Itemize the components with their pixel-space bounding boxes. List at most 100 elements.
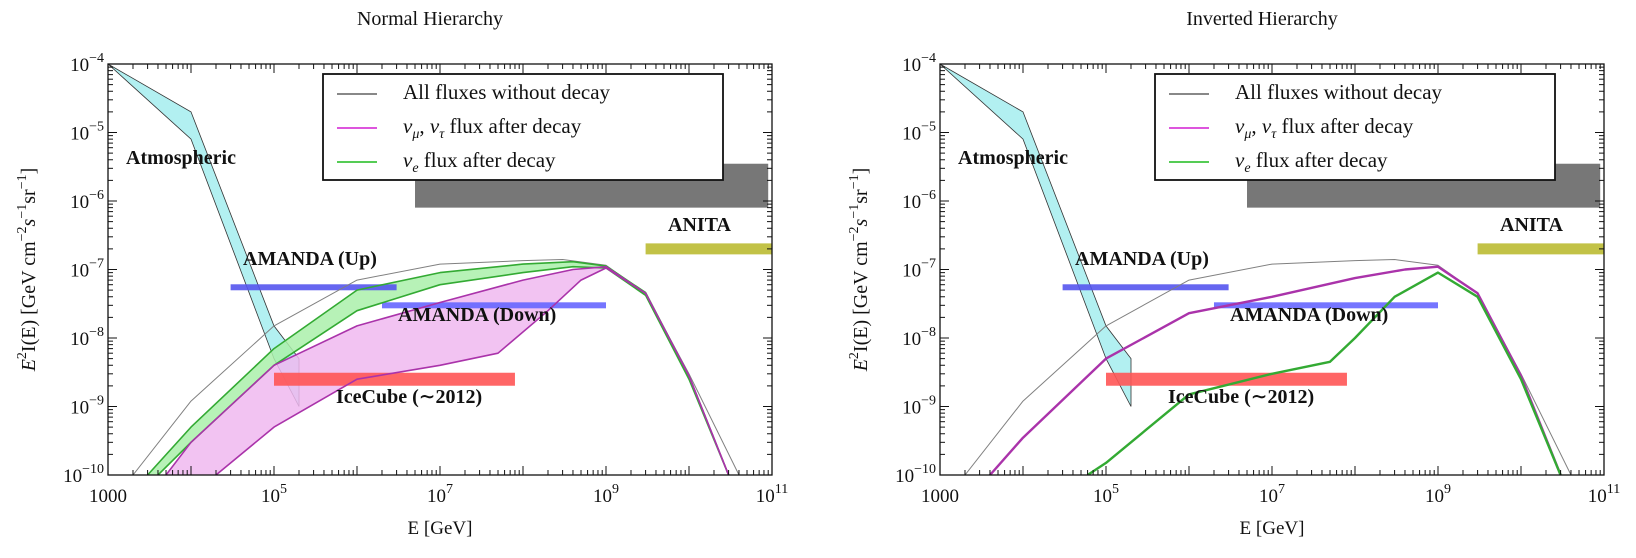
legend-entry-text: νe flux after decay [403,148,556,177]
legend-label-1: All fluxes without decay [1235,80,1443,104]
x-tick-label: 107 [427,482,453,507]
x-tick-label-base: 10 [593,486,612,507]
y-axis-label-part: −2 [847,226,862,241]
y-tick-label: 10−4 [902,51,936,76]
x-axis-label: E [GeV] [408,518,473,539]
y-tick-label-exp: −10 [914,462,936,477]
y-tick-label-exp: −9 [921,394,936,409]
y-tick-label-base: 10 [70,55,89,76]
y-axis-label: E2I(E) [GeV cm−2s−1sr−1] [15,168,40,373]
x-tick-label: 1011 [1588,482,1620,507]
x-tick-label-base: 10 [1588,486,1607,507]
limit-icecube-2012 [274,372,515,386]
y-tick-label-exp: −7 [921,257,936,272]
y-tick-label-base: 10 [70,192,89,213]
y-axis-label-part: ] [850,168,872,175]
y-axis-label-part: −1 [15,174,30,189]
x-tick-label-exp: 7 [1278,482,1285,497]
x-tick-label: 1011 [756,482,788,507]
label-icecube-2012: IceCube (∼2012) [1168,386,1314,408]
label-amanda-down: AMANDA (Down) [1230,304,1388,326]
y-tick-label-exp: −4 [89,51,104,66]
series-e-flux-after-decay [1086,271,1562,475]
legend-label-2: νμ, ντ flux after decay [1235,114,1413,142]
x-tick-label: 105 [261,482,287,507]
y-axis-label-part: I(E) [GeV cm [18,241,40,352]
x-tick-label: 105 [1093,482,1119,507]
y-axis-label-part: s [18,218,40,226]
label-anita: ANITA [1500,214,1564,236]
x-tick-label-base: 1000 [89,486,127,507]
y-axis-label-text: E2I(E) [GeV cm−2s−1sr−1] [15,168,40,373]
x-tick-label: 109 [593,482,619,507]
band-atmospheric [940,64,1132,407]
limit-icecube-2012 [1106,372,1347,386]
y-axis-label-part: 2 [847,352,862,359]
limit-amanda-down [1213,302,1438,309]
label-atmospheric: Atmospheric [126,147,236,169]
y-axis-label-part: sr [850,189,872,204]
y-tick-label: 10−10 [895,462,936,487]
legend-box [322,73,724,181]
legend-entry-text: All fluxes without decay [1235,80,1443,104]
chart-title: Normal Hierarchy [357,8,503,30]
label-atmospheric: Atmospheric [958,147,1068,169]
y-tick-label: 10−10 [63,462,104,487]
x-tick-label-base: 10 [1259,486,1278,507]
limit-anita [645,243,772,255]
y-axis-label: E2I(E) [GeV cm−2s−1sr−1] [847,168,872,373]
label-icecube-2012: IceCube (∼2012) [336,386,482,408]
label-amanda-up: AMANDA (Up) [243,248,377,270]
y-tick-label: 10−8 [70,325,104,350]
y-tick-label-base: 10 [902,192,921,213]
y-axis-label-part: E [850,359,872,372]
y-tick-label-exp: −9 [89,394,104,409]
y-axis-label-part: I(E) [GeV cm [850,241,872,352]
y-tick-label-base: 10 [70,261,89,282]
x-tick-label-exp: 9 [612,482,619,497]
y-tick-label: 10−9 [902,394,936,419]
limit-amanda-up [230,284,397,291]
legend-entry-text: νe flux after decay [1235,148,1388,177]
y-axis-label-part: ] [18,168,40,175]
y-tick-label: 10−5 [902,120,936,145]
y-tick-label-exp: −10 [82,462,104,477]
x-tick-label-base: 10 [261,486,280,507]
y-tick-label-exp: −6 [89,188,104,203]
y-tick-label-base: 10 [895,466,914,487]
fill-flux-after-decay [166,266,729,475]
x-tick-label-base: 10 [1425,486,1444,507]
x-tick-label: 1000 [921,486,959,507]
y-tick-label-exp: −4 [921,51,936,66]
y-axis-label-part: sr [18,189,40,204]
legend-box [1154,73,1556,181]
limit-anita [1477,243,1604,255]
y-tick-label-base: 10 [902,124,921,145]
x-tick-label-exp: 11 [775,482,788,497]
legend-entry-text: All fluxes without decay [403,80,611,104]
x-tick-label: 109 [1425,482,1451,507]
x-axis-label: E [GeV] [1240,518,1305,539]
y-tick-label: 10−6 [70,188,104,213]
y-tick-label-exp: −8 [89,325,104,340]
y-tick-label-exp: −5 [921,120,936,135]
x-tick-label: 1000 [89,486,127,507]
y-tick-label: 10−7 [70,257,104,282]
x-tick-label-exp: 11 [1607,482,1620,497]
legend: All fluxes without decay νμ, ντ flux afte… [1154,73,1556,181]
legend-label-1: All fluxes without decay [403,80,611,104]
y-axis-label-part: −1 [847,174,862,189]
y-tick-label: 10−9 [70,394,104,419]
series-flux-after-decay [989,265,1562,475]
y-tick-label-exp: −5 [89,120,104,135]
y-tick-label-base: 10 [70,329,89,350]
y-tick-label-base: 10 [902,329,921,350]
y-tick-label-base: 10 [902,398,921,419]
y-tick-label-base: 10 [70,398,89,419]
y-axis-label-part: s [850,218,872,226]
x-tick-label-base: 10 [756,486,775,507]
y-tick-label-base: 10 [70,124,89,145]
label-amanda-down: AMANDA (Down) [398,304,556,326]
